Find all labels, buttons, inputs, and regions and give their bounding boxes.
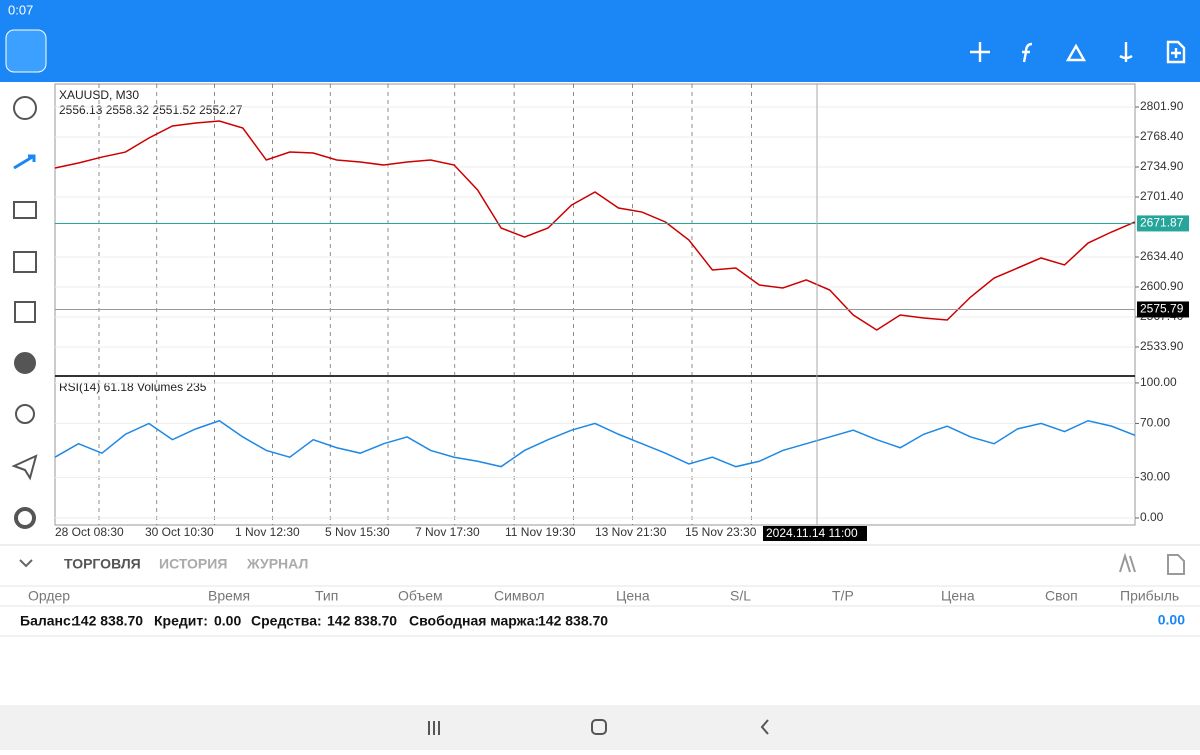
mail-icon[interactable] <box>13 201 37 219</box>
account-icon[interactable] <box>13 96 37 120</box>
ads-icon[interactable] <box>14 301 36 323</box>
y-tick-label: 2634.40 <box>1140 249 1184 263</box>
column-header: Тип <box>315 588 338 604</box>
y-tick-label: 30.00 <box>1140 470 1170 484</box>
x-tick-label: 5 Nov 15:30 <box>325 525 390 539</box>
back[interactable] <box>760 719 769 735</box>
recents[interactable] <box>428 721 440 735</box>
x-tick-label: 28 Oct 08:30 <box>55 525 124 539</box>
chart-frame <box>54 83 1136 526</box>
quotes-icon[interactable] <box>13 154 36 170</box>
column-header: Время <box>208 588 250 604</box>
value: 142 838.70 <box>73 613 143 629</box>
series-line <box>54 120 1136 331</box>
x-tick-label: 1 Nov 12:30 <box>235 525 300 539</box>
toolbar <box>970 40 1186 64</box>
value: 0.00 <box>214 613 241 629</box>
tab[interactable]: ИСТОРИЯ <box>159 556 227 572</box>
settings-icon[interactable] <box>14 507 36 529</box>
app-logo[interactable] <box>5 29 47 73</box>
y-tick-label: 2600.90 <box>1140 279 1184 293</box>
telegram-icon[interactable] <box>11 454 38 481</box>
profit: 0.00 <box>1158 612 1185 628</box>
objects-btn[interactable] <box>1065 43 1087 62</box>
price-label: 2671.87 <box>1140 216 1184 230</box>
x-tick-label: 15 Nov 23:30 <box>685 525 757 539</box>
y-tick-label: 2734.90 <box>1140 159 1184 173</box>
crosshair-time: 2024.11.14 11:00 <box>766 526 858 540</box>
column-header: Своп <box>1045 588 1078 604</box>
nav-bar <box>0 705 1200 750</box>
y-tick-label: 0.00 <box>1140 510 1164 524</box>
x-tick-label: 30 Oct 10:30 <box>145 525 214 539</box>
column-header: Прибыль <box>1120 588 1179 604</box>
y-tick-label: 2801.90 <box>1140 99 1184 113</box>
app-bar <box>0 0 1200 82</box>
y-tick-label: 2701.40 <box>1140 189 1184 203</box>
time-label-bg <box>763 526 867 541</box>
x-tick-label: 13 Nov 21:30 <box>595 525 667 539</box>
column-header: Цена <box>616 588 650 604</box>
sort-btn[interactable] <box>1119 552 1136 573</box>
price-label-bg <box>1137 215 1189 232</box>
ohlc: 2556.13 2558.32 2551.52 2552.27 <box>59 103 243 117</box>
x-tick-label: 7 Nov 17:30 <box>415 525 480 539</box>
tab[interactable]: ЖУРНАЛ <box>246 556 308 572</box>
chat-icon[interactable] <box>14 352 36 374</box>
news-icon[interactable] <box>13 251 37 273</box>
label: Баланс: <box>20 613 75 629</box>
crosshair-btn[interactable] <box>970 42 990 62</box>
tab[interactable]: ТОРГОВЛЯ <box>64 556 141 572</box>
rsi-title: RSI(14) 61.18 Volumes 235 <box>59 380 207 394</box>
column-header: Цена <box>941 588 975 604</box>
y-tick-label: 2533.90 <box>1140 339 1184 353</box>
label: Кредит: <box>154 613 208 629</box>
column-header: S/L <box>730 588 751 604</box>
y-tick-label: 70.00 <box>1140 416 1170 430</box>
community-icon[interactable] <box>15 404 35 424</box>
home[interactable] <box>591 719 607 735</box>
column-header: T/P <box>832 588 854 604</box>
sidebar <box>11 96 38 529</box>
y-tick-label: 2768.40 <box>1140 129 1184 143</box>
collapse[interactable] <box>19 559 33 568</box>
value: 142 838.70 <box>327 613 397 629</box>
label: Средства: <box>251 613 322 629</box>
value: 142 838.70 <box>538 613 608 629</box>
series-line <box>54 419 1136 468</box>
new-order-btn[interactable] <box>1166 40 1186 64</box>
column-header: Ордер <box>28 588 70 604</box>
price-label-bg <box>1137 301 1189 318</box>
trade-btn[interactable] <box>1119 42 1133 62</box>
new-order-btn[interactable] <box>1167 554 1185 575</box>
column-header: Объем <box>398 588 443 604</box>
label: Свободная маржа: <box>409 613 539 629</box>
indicators-btn[interactable] <box>1022 42 1033 63</box>
y-tick-label: 100.00 <box>1140 375 1177 389</box>
column-header: Символ <box>494 588 544 604</box>
clock: 0:07 <box>8 2 33 17</box>
x-tick-label: 11 Nov 19:30 <box>505 525 576 539</box>
price-label: 2575.79 <box>1140 302 1184 316</box>
